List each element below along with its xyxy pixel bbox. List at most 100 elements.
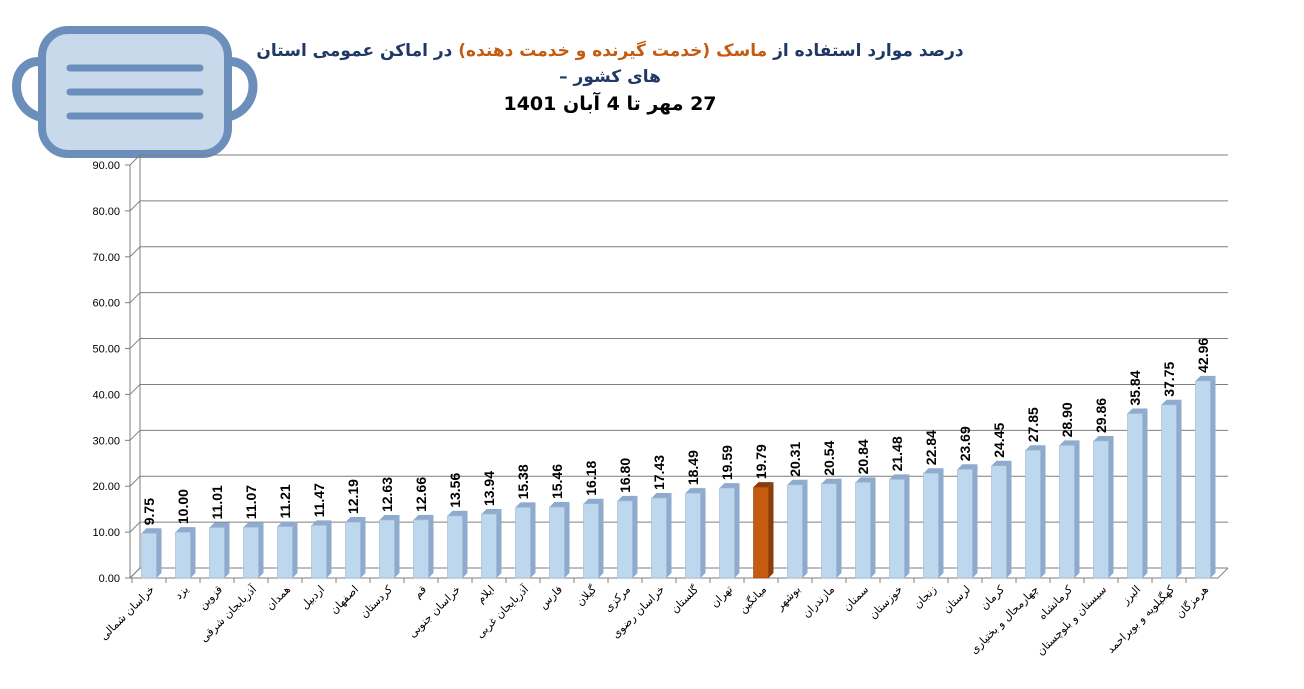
x-tick-label: آذربایجان شرقی bbox=[197, 582, 260, 645]
bar-side bbox=[292, 521, 298, 578]
bar-top bbox=[889, 474, 910, 480]
data-label: 13.56 bbox=[447, 473, 463, 508]
bar-top bbox=[311, 520, 332, 526]
bar-top bbox=[651, 493, 672, 499]
data-label: 28.90 bbox=[1059, 402, 1075, 437]
bar bbox=[617, 500, 633, 579]
chart-title: درصد موارد استفاده از ماسک (خدمت گیرنده … bbox=[250, 38, 970, 118]
bar bbox=[1195, 380, 1211, 579]
bar bbox=[311, 525, 327, 579]
x-tick-label: لرستان bbox=[940, 583, 973, 616]
data-label: 19.79 bbox=[753, 444, 769, 479]
bar-top bbox=[447, 510, 468, 516]
gridline-diagonal bbox=[129, 475, 141, 487]
bar-side bbox=[938, 468, 944, 578]
x-tick-label: همدان bbox=[263, 583, 293, 613]
bar bbox=[889, 479, 905, 579]
data-label: 42.96 bbox=[1195, 338, 1211, 373]
bar-top bbox=[243, 522, 264, 528]
bar bbox=[515, 507, 531, 579]
y-tick-label: 90.00 bbox=[92, 160, 120, 172]
x-tick-label: گیلان bbox=[574, 582, 600, 608]
gridline-diagonal bbox=[129, 384, 141, 395]
bar bbox=[549, 506, 565, 579]
bar-top bbox=[209, 522, 230, 528]
bar-side bbox=[666, 493, 672, 578]
data-label: 16.18 bbox=[583, 461, 599, 496]
bar bbox=[855, 482, 871, 579]
bar-top bbox=[1127, 408, 1148, 414]
bar-top bbox=[549, 502, 570, 508]
x-tick-label: خراسان شمالی bbox=[97, 583, 157, 643]
x-tick-label: زنجان bbox=[911, 583, 939, 611]
bar bbox=[379, 519, 395, 579]
x-tick-label: قم bbox=[411, 583, 429, 601]
bar bbox=[481, 513, 497, 579]
bar-side bbox=[598, 498, 604, 578]
data-label: 9.75 bbox=[141, 498, 157, 525]
y-tick-label: 50.00 bbox=[92, 344, 120, 356]
bar-top bbox=[855, 477, 876, 483]
data-label: 11.21 bbox=[277, 484, 293, 518]
gridline-diagonal bbox=[129, 567, 141, 579]
bar-top bbox=[753, 482, 774, 488]
bar-side bbox=[1006, 460, 1012, 578]
bar bbox=[719, 487, 735, 579]
bar bbox=[1127, 413, 1143, 579]
data-label: 22.84 bbox=[923, 430, 939, 465]
bar-side bbox=[904, 474, 910, 578]
title-part-2: ماسک bbox=[716, 41, 768, 61]
bar-side bbox=[870, 477, 876, 578]
bar-top bbox=[787, 479, 808, 485]
bar-side bbox=[768, 482, 774, 578]
bar-side bbox=[1074, 440, 1080, 578]
x-tick-label: ایلام bbox=[474, 583, 497, 606]
bar-side bbox=[1040, 445, 1046, 578]
bar-side bbox=[428, 514, 434, 578]
bar-top bbox=[923, 468, 944, 474]
data-label: 18.49 bbox=[685, 450, 701, 485]
x-tick-label: خوزستان bbox=[866, 583, 905, 622]
chart-title-line-2: 27 مهر تا 4 آبان 1401 bbox=[503, 93, 717, 115]
x-axis-floor-edge bbox=[1217, 567, 1229, 579]
bar bbox=[1059, 445, 1075, 579]
gridline-diagonal bbox=[129, 154, 141, 166]
bar-side bbox=[190, 527, 196, 578]
y-tick-label: 40.00 bbox=[92, 389, 120, 401]
bar bbox=[277, 526, 293, 579]
bar-side bbox=[258, 522, 264, 578]
bar-top bbox=[1161, 399, 1182, 405]
bar bbox=[1025, 449, 1041, 579]
bar-top bbox=[1025, 445, 1046, 451]
chart-title-line-1: درصد موارد استفاده از ماسک (خدمت گیرنده … bbox=[250, 38, 970, 90]
y-tick-label: 70.00 bbox=[92, 252, 120, 264]
bar-top bbox=[957, 464, 978, 470]
bar-side bbox=[700, 488, 706, 578]
bar bbox=[923, 472, 939, 579]
bar-top bbox=[685, 488, 706, 494]
x-tick-label: گلستان bbox=[668, 582, 701, 615]
gridline-diagonal bbox=[129, 429, 141, 441]
chart-side-wall bbox=[129, 155, 141, 579]
bar-top bbox=[1195, 375, 1216, 381]
bar bbox=[209, 527, 225, 579]
x-tick-label: اصفهان bbox=[328, 583, 362, 617]
bar-top bbox=[175, 527, 196, 533]
data-label: 19.59 bbox=[719, 445, 735, 480]
data-label: 13.94 bbox=[481, 471, 497, 506]
x-tick-label: اردبیل bbox=[298, 583, 327, 612]
bar-top bbox=[481, 509, 502, 515]
data-label: 15.46 bbox=[549, 464, 565, 499]
x-tick-label: سمنان bbox=[840, 583, 871, 614]
bar-top bbox=[345, 517, 366, 523]
x-tick-label: هرمزگان bbox=[1173, 583, 1211, 621]
bar bbox=[957, 468, 973, 579]
bar-top bbox=[583, 498, 604, 504]
bar-side bbox=[530, 502, 536, 578]
data-label: 17.43 bbox=[651, 455, 667, 490]
data-label: 11.01 bbox=[209, 485, 225, 519]
bar bbox=[175, 531, 191, 579]
data-label: 10.00 bbox=[175, 489, 191, 524]
y-tick-label: 30.00 bbox=[92, 435, 120, 447]
bar bbox=[413, 519, 429, 579]
